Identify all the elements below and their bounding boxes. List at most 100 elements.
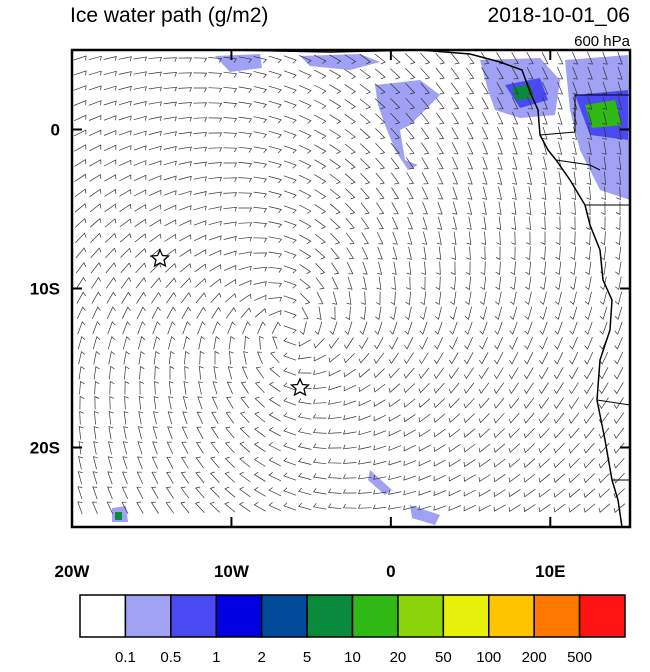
wind-barb — [314, 321, 323, 335]
wind-barb — [182, 396, 188, 410]
wind-barb — [283, 295, 297, 304]
wind-barb — [437, 216, 443, 230]
wind-barb — [193, 102, 208, 108]
wind-barb — [88, 100, 102, 106]
wind-barb — [94, 410, 99, 425]
wind-barb — [239, 456, 251, 468]
wind-barb — [391, 216, 399, 230]
wind-barb — [283, 145, 297, 154]
wind-barb — [615, 231, 621, 246]
wind-barb — [510, 261, 516, 276]
wind-barb — [481, 97, 489, 110]
wind-barb — [539, 306, 548, 320]
wind-barb — [168, 336, 176, 350]
wind-barb — [298, 129, 312, 139]
wind-barb — [360, 173, 371, 185]
wind-barb — [268, 160, 282, 169]
wind-barb — [436, 157, 444, 170]
wind-barb — [109, 395, 114, 410]
wind-barb — [583, 458, 595, 469]
cloud-patch — [375, 80, 440, 170]
wind-barb — [406, 187, 414, 200]
wind-barb — [240, 396, 250, 409]
wind-barb — [538, 427, 550, 439]
wind-barb — [615, 216, 621, 231]
wind-barb — [300, 293, 311, 305]
wind-barb — [554, 306, 563, 320]
wind-barb — [496, 67, 504, 80]
wind-barb — [448, 489, 462, 497]
wind-barb — [122, 321, 131, 335]
wind-barb — [312, 473, 327, 480]
colorbar-label: 10 — [344, 649, 361, 666]
wind-barb — [568, 382, 579, 395]
wind-barb — [153, 336, 161, 350]
wind-barb — [181, 441, 189, 454]
wind-barb — [478, 397, 490, 409]
wind-barb — [526, 201, 532, 216]
wind-barb — [598, 473, 610, 484]
wind-barb — [208, 206, 222, 212]
wind-barb — [358, 415, 372, 421]
wind-barb — [433, 505, 447, 511]
wind-barb — [329, 321, 338, 335]
wind-barb — [312, 428, 327, 434]
wind-barb — [312, 488, 327, 495]
wind-barb — [569, 351, 579, 365]
wind-barb — [358, 445, 372, 450]
x-tick-label: 20W — [55, 562, 91, 581]
wind-barb — [314, 174, 327, 185]
wind-barb — [481, 216, 487, 230]
wind-barb — [583, 442, 595, 454]
wind-barb — [553, 503, 566, 513]
wind-barb — [283, 382, 297, 391]
wind-barb — [224, 471, 236, 483]
wind-barb — [178, 146, 192, 152]
wind-barb — [299, 204, 312, 214]
wind-barb — [540, 246, 546, 261]
wind-barb — [210, 441, 220, 454]
wind-barb — [213, 335, 220, 350]
wind-barb — [133, 130, 147, 136]
wind-barb — [508, 489, 521, 498]
wind-barb — [448, 505, 462, 512]
wind-barb — [89, 203, 102, 213]
wind-barb — [602, 81, 608, 95]
wind-barb — [89, 174, 102, 182]
wind-barb — [359, 321, 368, 335]
wind-barb — [538, 458, 551, 469]
wind-barb — [184, 350, 190, 365]
wind-barb — [422, 216, 428, 230]
wind-barb — [166, 471, 174, 484]
wind-barb — [208, 220, 222, 226]
wind-barb — [315, 277, 325, 290]
wind-barb — [314, 233, 326, 245]
wind-barb — [360, 202, 370, 215]
wind-barb — [481, 67, 490, 80]
wind-barb — [166, 306, 176, 319]
wind-barb — [198, 381, 203, 395]
wind-barb — [433, 398, 445, 409]
wind-barb — [448, 428, 461, 438]
wind-barb — [224, 456, 235, 468]
wind-barb — [570, 231, 576, 246]
time-label: 2018-10-01_06 — [488, 4, 630, 27]
wind-barb — [256, 351, 263, 365]
wind-barb — [106, 501, 114, 515]
wind-barb — [253, 252, 268, 258]
wind-barb — [105, 262, 117, 274]
wind-barb — [268, 412, 281, 422]
wind-barb — [78, 365, 85, 380]
wind-barb — [283, 397, 297, 406]
wind-barb — [448, 382, 460, 394]
wind-barb — [478, 428, 491, 439]
wind-barb — [283, 487, 297, 496]
wind-barb — [542, 111, 548, 125]
wind-barb — [344, 143, 356, 155]
wind-barb — [75, 247, 87, 259]
wind-barb — [478, 458, 491, 468]
wind-barb — [314, 189, 327, 200]
wind-barb — [495, 276, 502, 291]
wind-barb — [298, 472, 312, 480]
wind-barb — [329, 69, 342, 79]
